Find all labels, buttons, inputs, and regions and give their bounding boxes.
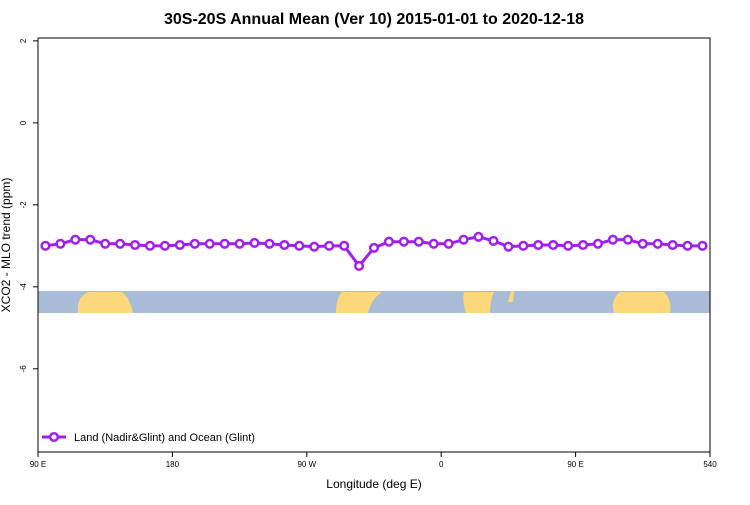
data-point [130,239,141,251]
data-point [85,234,96,245]
data-point [189,238,200,249]
data-point [249,237,260,249]
data-point [697,240,708,251]
data-point [354,260,365,271]
data-point [100,238,111,249]
x-tick-label: 90 W [297,460,316,469]
y-axis-label: XCO2 - MLO trend (ppm) [0,178,13,313]
y-tick-label: 0 [19,120,28,125]
plot-frame [37,37,711,453]
data-point [533,239,544,251]
y-tick-label: -6 [19,365,28,373]
data-point [115,238,126,249]
data-point [398,236,409,247]
data-point [324,240,335,251]
data-point [219,238,230,249]
x-axis-label: Longitude (deg E) [326,477,421,491]
data-point [563,240,574,251]
x-tick-label: 90 E [567,460,583,469]
data-point [518,240,529,251]
data-point [503,241,514,252]
data-point [174,239,185,251]
data-point [368,242,380,253]
data-point [428,238,439,249]
x-tick-label: 0 [439,460,444,469]
data-point [443,238,454,249]
data-point [578,239,589,251]
data-point [70,234,81,245]
legend-label: Land (Nadir&Glint) and Ocean (Glint) [74,432,255,444]
data-point [652,238,663,249]
x-tick-label: 180 [166,460,180,469]
data-point [473,231,484,242]
legend-marker [48,431,60,443]
data-point [413,236,424,247]
x-tick-label: 540 [703,460,717,469]
y-tick-label: -4 [19,283,28,291]
data-point [592,238,604,249]
data-point [159,240,170,251]
data-point [294,240,305,251]
y-tick-label: 2 [19,38,28,43]
data-point [339,240,350,251]
data-point [458,234,469,245]
data-point [204,238,215,249]
data-point [55,238,66,249]
data-point [667,239,678,251]
data-point [383,236,394,247]
data-point [144,240,156,251]
data-point [607,234,618,245]
land-mask [38,291,710,313]
data-point [682,240,693,251]
data-point [548,239,559,251]
data-point [40,240,51,251]
data-point [234,238,245,249]
data-point [264,238,275,249]
data-point [279,239,290,251]
data-point [637,238,648,249]
data-point [488,235,499,246]
chart-title: 30S-20S Annual Mean (Ver 10) 2015-01-01 … [164,11,584,28]
data-point [622,234,633,245]
y-tick-label: -2 [19,201,28,209]
data-point [309,241,320,252]
x-tick-label: 90 E [30,460,46,469]
